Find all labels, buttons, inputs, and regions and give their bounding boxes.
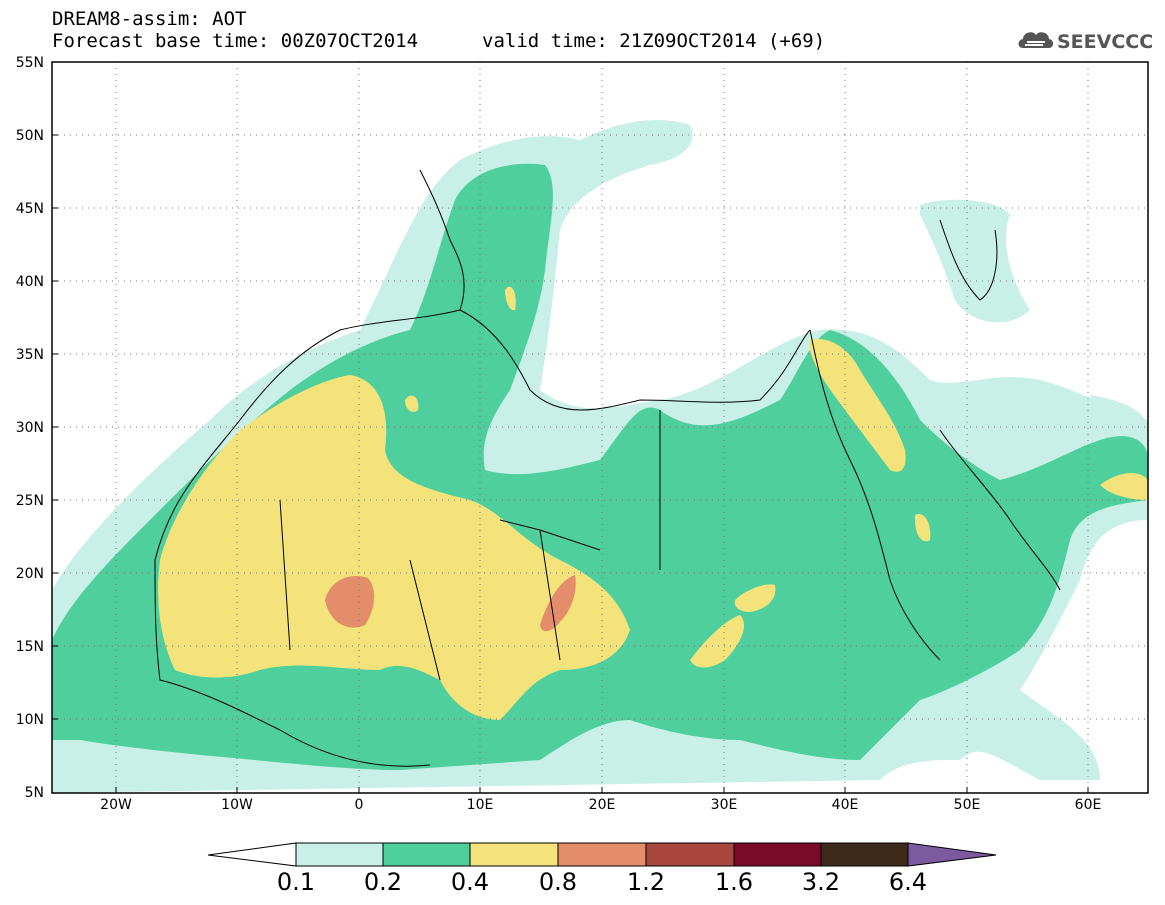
aot-field — [52, 120, 1148, 793]
lon-label: 0 — [354, 797, 364, 813]
aot-band-0-4-sudan-2 — [734, 584, 776, 612]
colorbar-cell-2 — [382, 842, 471, 867]
aot-band-0-4-saudi — [914, 514, 931, 542]
aot-band-0-8-chad — [540, 575, 576, 632]
colorbar-max-arrow — [907, 842, 997, 867]
colorbar-label: 1.2 — [626, 868, 666, 896]
lat-label: 50N — [15, 128, 44, 144]
colorbar-min-arrow — [207, 842, 297, 867]
lat-label: 25N — [15, 493, 44, 509]
axis-ticks — [52, 61, 1089, 794]
logo-text: SEEVCCC — [1057, 31, 1153, 53]
aot-band-0-8-mali — [325, 576, 375, 628]
colorbar-label: 6.4 — [888, 868, 928, 896]
cloud-icon — [1018, 32, 1054, 48]
colorbar-label: 1.6 — [714, 868, 754, 896]
colorbar-cell-7 — [820, 842, 909, 867]
lat-label: 20N — [15, 566, 44, 582]
colorbar-label: 0.2 — [363, 868, 403, 896]
colorbar-cell-4 — [557, 842, 647, 867]
lat-label: 15N — [15, 639, 44, 655]
lat-label: 5N — [24, 785, 44, 801]
aot-band-0-4-italy — [505, 286, 516, 311]
coastlines — [154, 169, 1061, 767]
seevccc-logo: SEEVCCC — [1018, 31, 1153, 53]
colorbar-cell-1 — [295, 842, 384, 867]
lon-label: 20W — [100, 797, 132, 813]
colorbar-cell-5 — [645, 842, 735, 867]
lat-label: 35N — [15, 347, 44, 363]
aot-band-0-4-west — [158, 375, 630, 720]
colorbar-cell-6 — [733, 842, 822, 867]
lat-label: 45N — [15, 201, 44, 217]
lat-label: 10N — [15, 712, 44, 728]
lat-label: 30N — [15, 420, 44, 436]
colorbar-label: 0.8 — [538, 868, 578, 896]
colorbar-label: 0.1 — [276, 868, 316, 896]
lon-label: 50E — [953, 797, 981, 813]
forecast-base-time: Forecast base time: 00Z07OCT2014 — [52, 30, 419, 52]
lon-label: 20E — [588, 797, 616, 813]
colorbar — [207, 842, 997, 867]
lat-label: 40N — [15, 274, 44, 290]
lon-label: 30E — [710, 797, 738, 813]
lon-label: 40E — [831, 797, 859, 813]
valid-time: valid time: 21Z09OCT2014 (+69) — [482, 30, 826, 52]
aot-band-0-4-sudan — [690, 615, 745, 668]
aot-patch-caspian — [920, 199, 1030, 323]
aot-band-0-4-algeria — [405, 395, 419, 412]
lat-label: 55N — [15, 55, 44, 71]
lon-label: 10W — [221, 797, 253, 813]
lon-label: 10E — [466, 797, 494, 813]
lon-label: 60E — [1074, 797, 1102, 813]
colorbar-cell-3 — [469, 842, 559, 867]
aot-band-0-4-gulf — [1100, 473, 1148, 500]
colorbar-label: 3.2 — [801, 868, 841, 896]
aot-band-0-4-arabia — [810, 339, 906, 472]
map-title: DREAM8-assim: AOT — [52, 8, 247, 30]
colorbar-label: 0.4 — [450, 868, 490, 896]
